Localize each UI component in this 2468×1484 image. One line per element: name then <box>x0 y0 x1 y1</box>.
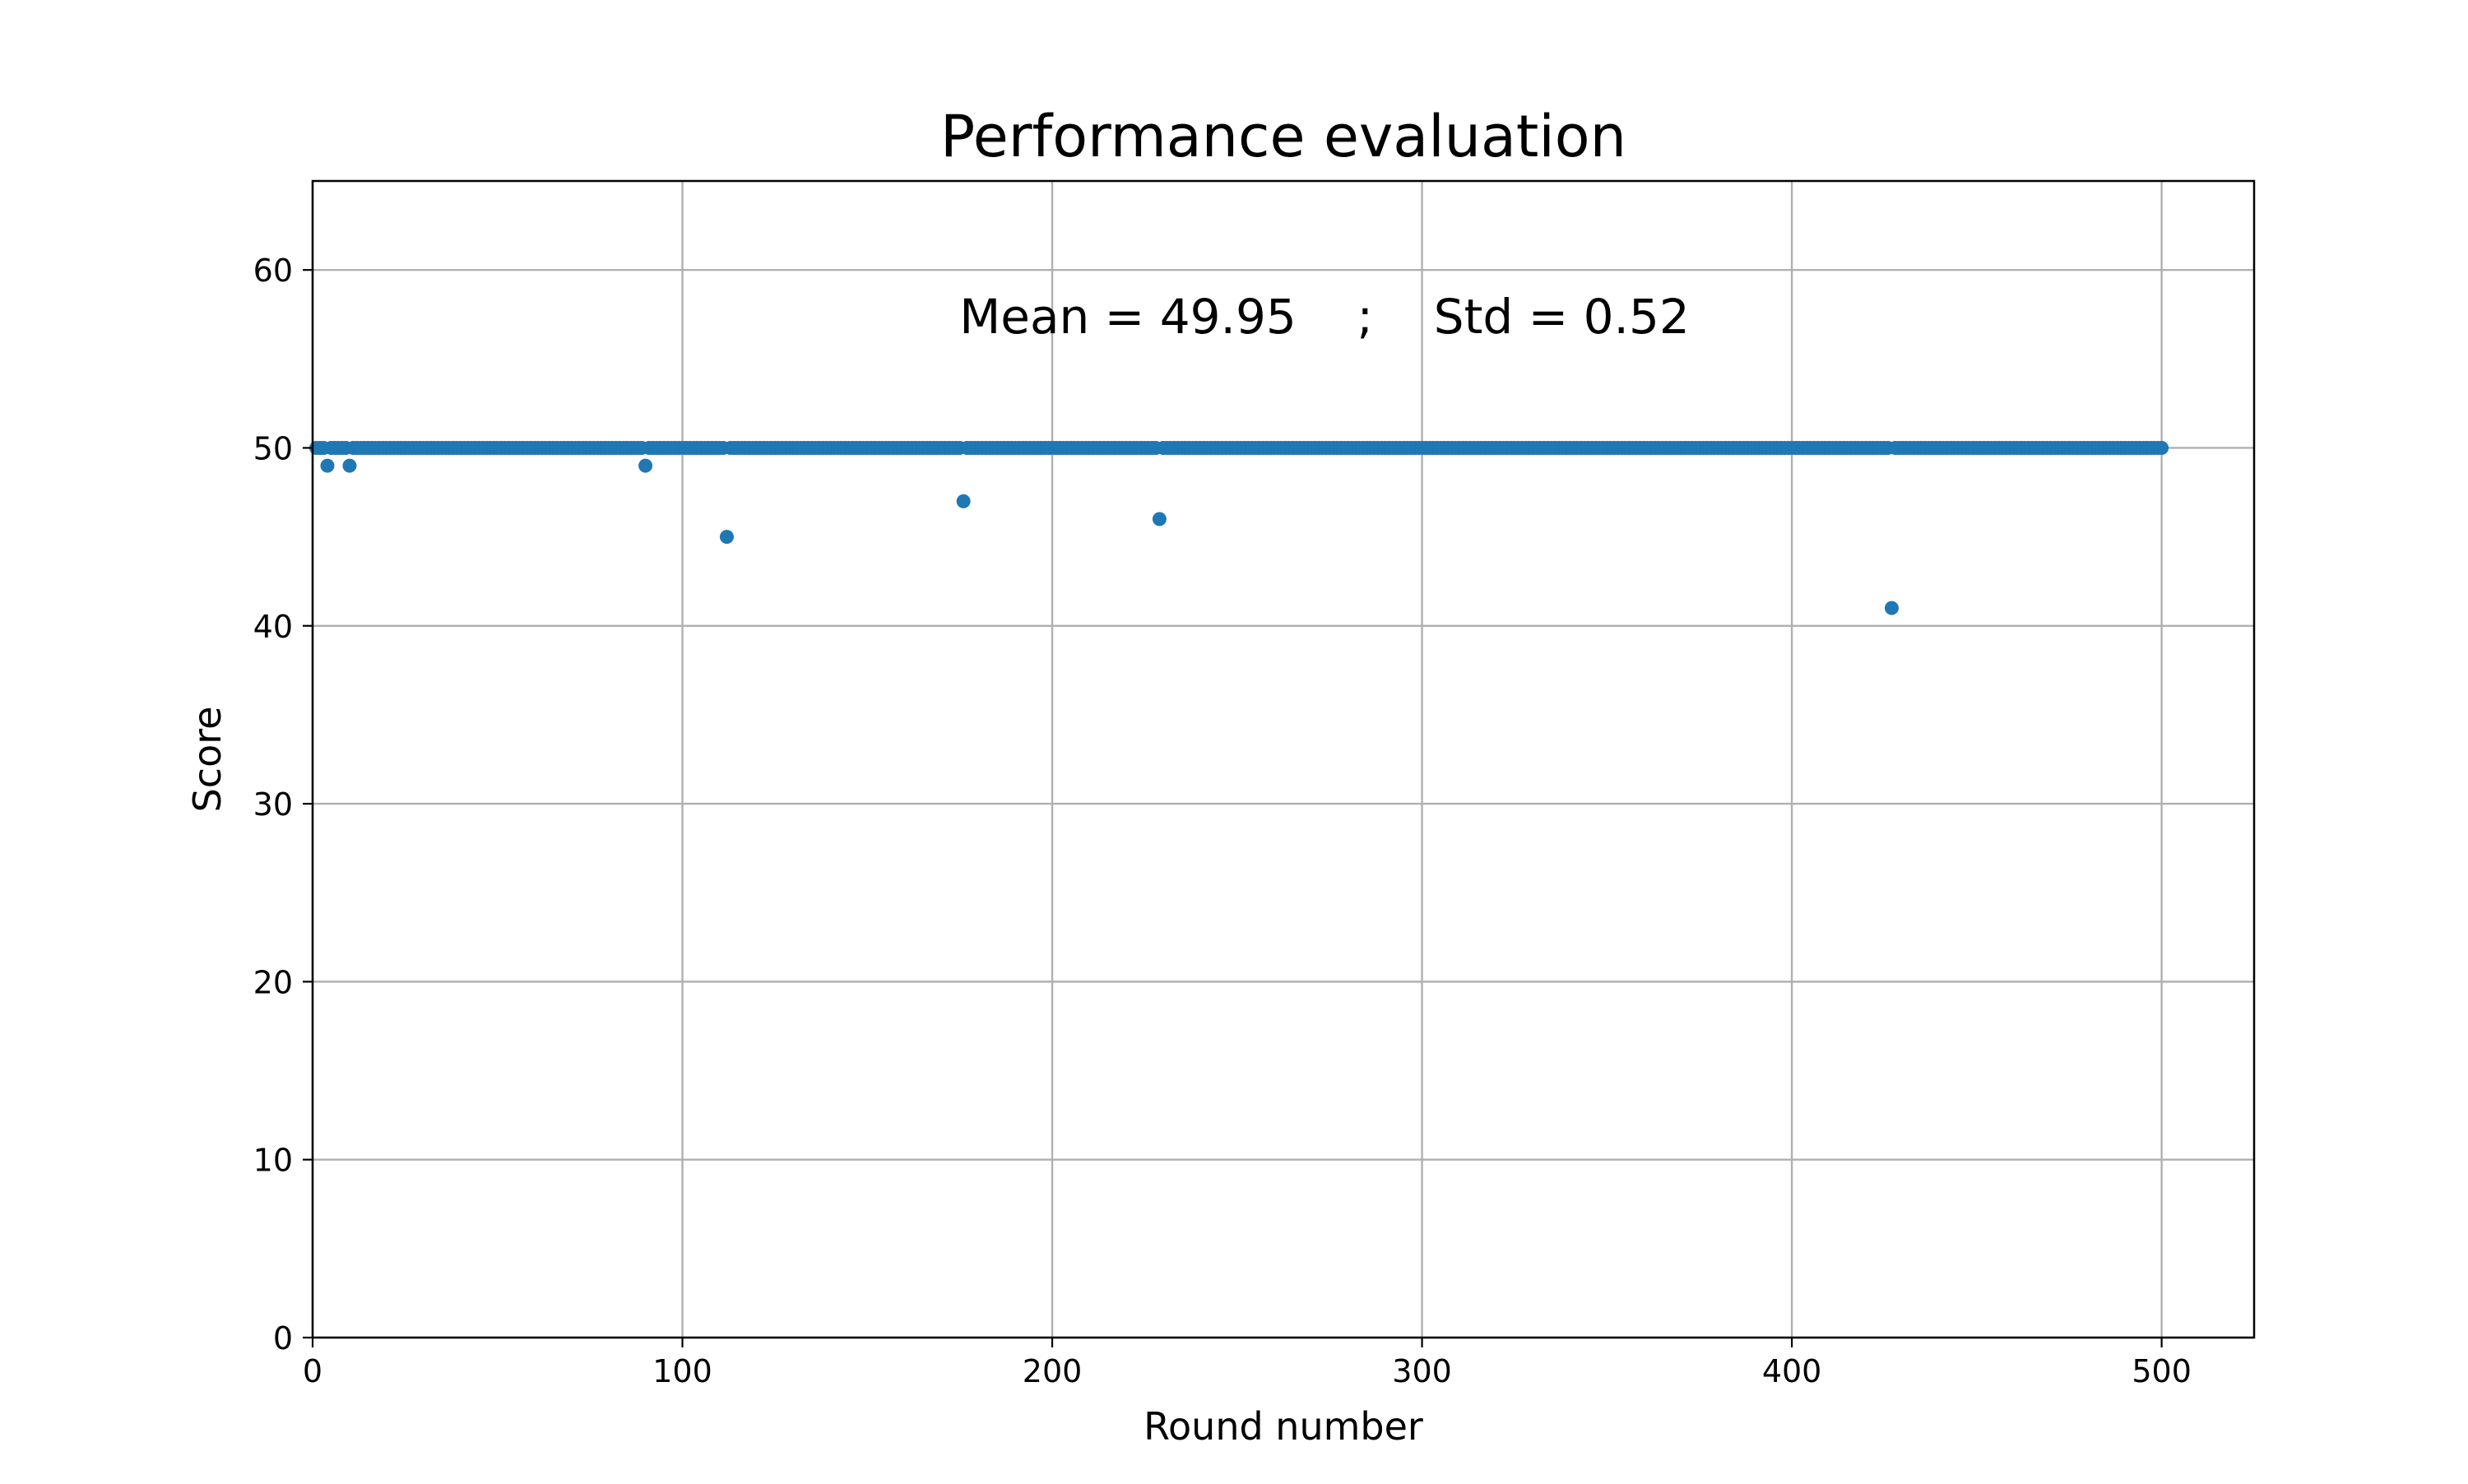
x-tick-label: 500 <box>2132 1353 2192 1389</box>
data-point <box>342 458 357 473</box>
data-point <box>956 494 971 508</box>
y-tick-label: 40 <box>253 609 293 645</box>
data-point <box>1884 601 1899 615</box>
x-tick-label: 0 <box>303 1353 322 1389</box>
y-tick-label: 30 <box>253 786 293 823</box>
y-tick-label: 50 <box>253 430 293 466</box>
y-axis-label: Score <box>185 707 230 813</box>
data-point <box>638 458 653 473</box>
x-tick-label: 400 <box>1762 1353 1822 1389</box>
x-axis-label: Round number <box>1144 1404 1423 1449</box>
x-tick-label: 300 <box>1392 1353 1452 1389</box>
x-tick-label: 200 <box>1023 1353 1083 1389</box>
y-tick-label: 60 <box>253 253 293 289</box>
y-tick-label: 20 <box>253 964 293 1000</box>
data-point <box>2155 440 2169 455</box>
data-point <box>1152 512 1167 526</box>
plot-frame <box>311 179 2256 1339</box>
y-tick-label: 0 <box>273 1320 293 1356</box>
chart-title: Performance evaluation <box>940 103 1626 170</box>
axis-ticks: 0 100 200 300 400 500 0 10 20 30 40 50 60 <box>253 253 2192 1389</box>
y-tick-label: 10 <box>253 1143 293 1179</box>
stats-annotation: Mean = 49.95 ; Std = 0.52 <box>959 289 1690 345</box>
data-points <box>308 440 2169 615</box>
x-tick-label: 100 <box>652 1353 712 1389</box>
data-point <box>320 458 335 473</box>
data-point <box>719 530 734 545</box>
